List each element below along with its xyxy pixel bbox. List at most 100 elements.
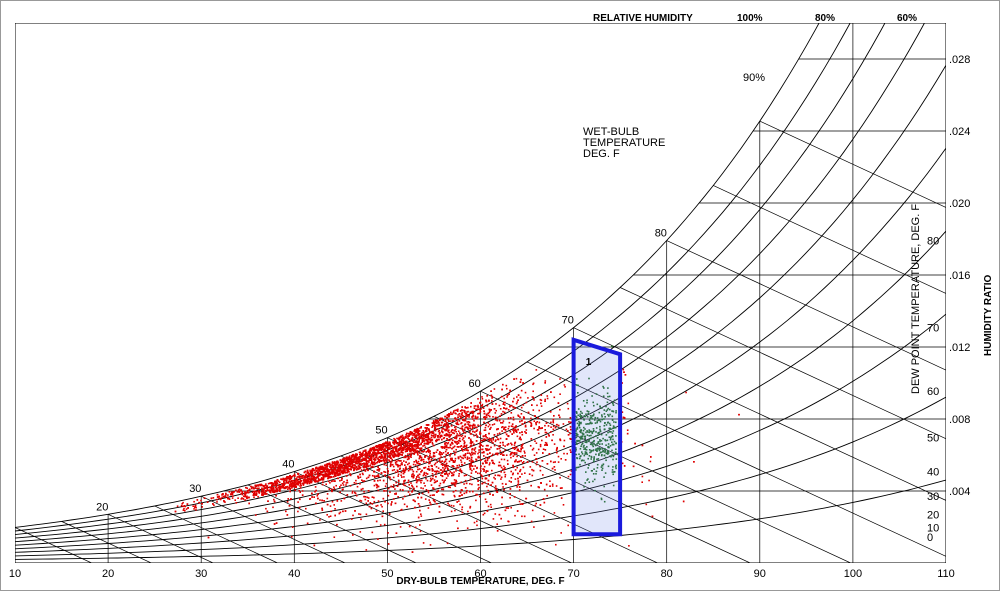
data-point	[394, 454, 396, 456]
data-point	[502, 454, 504, 456]
data-point	[416, 486, 418, 488]
data-point	[198, 502, 200, 504]
data-point	[323, 500, 325, 502]
data-point	[385, 462, 387, 464]
data-point	[380, 460, 382, 462]
data-point	[385, 455, 387, 457]
data-point	[381, 457, 383, 459]
data-point	[432, 478, 434, 480]
data-point	[267, 500, 269, 502]
data-point	[434, 459, 436, 461]
data-point	[451, 425, 453, 427]
data-point	[508, 428, 510, 430]
data-point	[274, 523, 276, 525]
data-point	[544, 502, 546, 504]
data-point	[418, 517, 420, 519]
data-point	[563, 504, 565, 506]
data-point	[421, 451, 423, 453]
data-point	[500, 408, 502, 410]
data-point	[394, 488, 396, 490]
data-point	[467, 452, 469, 454]
rh-curve-50	[15, 121, 965, 545]
data-point	[559, 393, 561, 395]
data-point	[485, 457, 487, 459]
data-point	[516, 456, 518, 458]
data-point	[346, 475, 348, 477]
data-point	[402, 470, 404, 472]
data-point	[489, 428, 491, 430]
data-point	[402, 498, 404, 500]
data-point	[359, 454, 361, 456]
data-point	[181, 503, 183, 505]
data-point	[404, 496, 406, 498]
data-point	[401, 454, 403, 456]
data-point	[468, 421, 470, 423]
data-point	[359, 458, 361, 460]
data-point	[513, 467, 515, 469]
data-point	[258, 490, 260, 492]
data-point	[526, 402, 528, 404]
data-point	[510, 471, 512, 473]
data-point	[345, 484, 347, 486]
data-point	[405, 461, 407, 463]
data-point	[423, 482, 425, 484]
data-point	[279, 485, 281, 487]
data-point	[370, 455, 372, 457]
data-point	[326, 514, 328, 516]
data-point	[433, 456, 435, 458]
data-point	[350, 466, 352, 468]
data-point	[438, 439, 440, 441]
data-point	[300, 487, 302, 489]
data-point	[450, 471, 452, 473]
data-point	[365, 455, 367, 457]
data-point	[372, 503, 374, 505]
data-point	[286, 481, 288, 483]
data-point	[276, 491, 278, 493]
data-point	[411, 453, 413, 455]
data-point	[553, 426, 555, 428]
data-point	[197, 499, 199, 501]
data-point	[499, 462, 501, 464]
data-point	[471, 460, 473, 462]
data-point	[510, 457, 512, 459]
data-point	[346, 480, 348, 482]
data-point	[432, 425, 434, 427]
data-point	[245, 487, 247, 489]
data-point	[512, 423, 514, 425]
data-point	[392, 442, 394, 444]
data-point	[424, 445, 426, 447]
data-point	[339, 486, 341, 488]
data-point	[459, 413, 461, 415]
data-point	[459, 464, 461, 466]
data-point	[454, 484, 456, 486]
data-point	[556, 448, 558, 450]
data-point	[289, 475, 291, 477]
data-point	[447, 503, 449, 505]
data-point	[311, 474, 313, 476]
data-point	[406, 450, 408, 452]
data-point	[464, 457, 466, 459]
data-point	[446, 472, 448, 474]
data-point	[526, 429, 528, 431]
data-point	[393, 498, 395, 500]
data-point	[433, 432, 435, 434]
data-point	[570, 422, 572, 424]
data-point	[492, 396, 494, 398]
data-point	[343, 484, 345, 486]
data-point	[275, 480, 277, 482]
data-point	[685, 392, 687, 394]
data-point	[256, 491, 258, 493]
data-point	[470, 406, 472, 408]
data-point	[424, 427, 426, 429]
data-point	[454, 427, 456, 429]
data-point	[456, 423, 458, 425]
data-point	[388, 453, 390, 455]
data-point	[568, 434, 570, 436]
data-point	[227, 494, 229, 496]
data-point	[327, 493, 329, 495]
data-point	[243, 498, 245, 500]
data-point	[434, 471, 436, 473]
data-point	[430, 544, 432, 546]
data-point	[484, 416, 486, 418]
data-point	[505, 483, 507, 485]
